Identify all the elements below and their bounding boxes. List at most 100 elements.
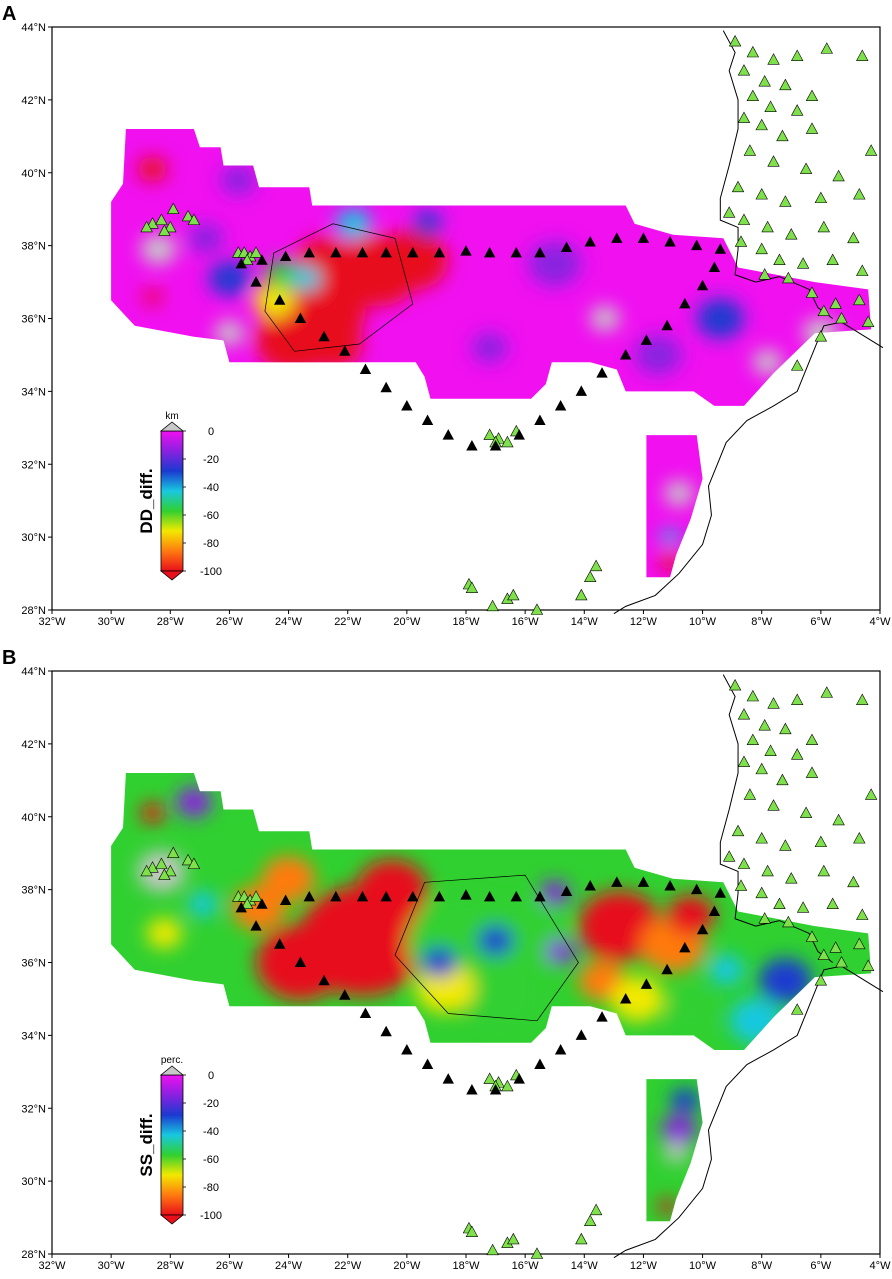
synthetic-station-marker [433,890,446,902]
field-patch [696,298,744,339]
synthetic-station-marker [489,1084,502,1095]
synthetic-station-marker [661,319,673,331]
synthetic-station-marker [619,348,632,360]
synthetic-station-marker [637,232,650,243]
observed-station-marker [583,1214,597,1227]
observed-station-marker [728,678,742,691]
observed-station-marker [779,78,792,91]
field-patch [140,234,177,265]
observed-station-marker [790,748,804,760]
field-patch [471,900,567,981]
field-patch [146,918,183,949]
lat-tick-label: 36°N [21,958,46,970]
observed-station-marker [861,959,875,971]
observed-station-marker [853,293,866,306]
synthetic-station-marker [380,890,392,902]
synthetic-station-marker [714,243,727,254]
observed-station-marker [575,588,588,601]
observed-station-marker [779,195,792,207]
observed-station-marker [832,813,845,826]
observed-station-marker [155,213,168,225]
observed-station-marker [856,908,869,920]
field-patch [140,803,165,824]
synthetic-station-marker [380,381,392,393]
lon-tick-label: 20°W [393,1260,421,1272]
observed-station-marker [483,1072,496,1084]
lon-tick-label: 14°W [571,1260,599,1272]
synthetic-station-marker [611,232,623,243]
synthetic-station-marker [513,1073,525,1084]
lon-tick-label: 30°W [98,1260,126,1272]
observed-station-marker [832,169,845,182]
lon-tick-label: 22°W [334,1260,362,1272]
synthetic-station-marker [294,956,307,967]
synthetic-station-marker [407,246,419,258]
colorbar-unit: perc. [161,1055,183,1066]
observed-station-marker [755,118,768,131]
field-patch [590,305,620,332]
observed-station-marker [140,864,153,877]
observed-station-marker [814,974,828,986]
field-patch [471,332,508,363]
field-patch [356,859,428,920]
observed-station-marker [583,570,597,583]
observed-station-marker [805,930,819,942]
lon-tick-label: 16°W [512,616,540,628]
synthetic-station-marker [330,890,342,902]
synthetic-station-marker [534,246,546,258]
observed-station-marker [835,955,848,968]
observed-station-marker [755,886,768,899]
field-patch [578,890,662,962]
observed-station-marker [761,220,774,233]
observed-station-marker [826,897,839,910]
colorbar-b: 0 -20 -40 -60 -80 -100 perc. SS_diff. [137,1055,222,1225]
synthetic-station-marker [690,883,703,895]
synthetic-station-marker [664,235,676,247]
synthetic-station-marker [380,246,392,258]
synthetic-station-marker [274,938,286,949]
observed-station-marker [814,835,828,848]
synthetic-station-marker [637,876,650,887]
observed-station-marker [856,49,869,61]
observed-station-marker [746,89,760,102]
observed-station-marker [181,853,195,866]
synthetic-station-marker [303,246,315,258]
lon-tick-label: 24°W [275,1260,303,1272]
lat-tick-label: 36°N [21,314,46,326]
lon-tick-label: 8°W [751,1260,773,1272]
observed-station-marker [146,861,159,873]
observed-station-marker [864,144,878,156]
colorbar-tick-label: -80 [203,538,219,550]
field-patch [667,895,715,936]
lat-tick-label: 42°N [21,739,46,751]
observed-station-marker [805,89,819,102]
observed-station-marker [764,744,777,756]
synthetic-station-marker [560,241,573,252]
colorbar-tick-label: -40 [203,1126,219,1138]
observed-station-marker [158,868,171,880]
observed-station-marker [167,202,180,214]
observed-station-marker [773,897,786,910]
synthetic-station-marker [554,399,567,411]
colorbar-tick-label: -60 [203,510,219,522]
field-patch [253,282,295,318]
synthetic-station-marker [460,889,472,900]
observed-station-marker [785,872,798,884]
synthetic-station-marker [708,261,721,272]
observed-station-marker [853,187,866,200]
synthetic-station-marker [256,898,268,909]
observed-station-marker [767,697,780,709]
synthetic-station-marker [575,385,588,396]
observed-station-marker [743,144,757,156]
observed-station-marker [767,53,780,65]
lon-tick-label: 10°W [689,616,717,628]
lon-tick-label: 10°W [689,1260,717,1272]
observed-station-marker [734,879,748,891]
lon-tick-label: 28°W [157,616,185,628]
field-patch [208,260,251,297]
colorbar-tick-label: -100 [200,566,222,578]
observed-station-marker [181,209,195,222]
synthetic-station-marker [339,345,351,356]
observed-station-marker [853,937,866,950]
synthetic-station-marker [510,890,522,902]
